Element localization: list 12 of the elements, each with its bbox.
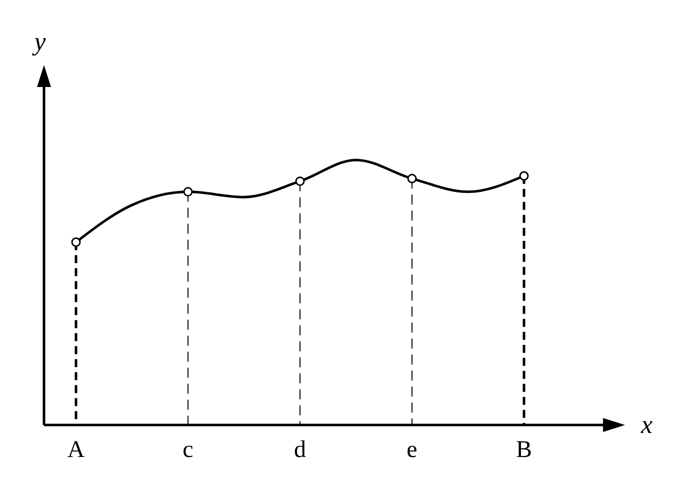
x-tick-label: B — [516, 437, 532, 463]
point — [519, 171, 529, 181]
x-tick-label: e — [406, 437, 418, 463]
point — [407, 174, 417, 184]
x-tick-label: c — [182, 437, 194, 463]
point — [71, 237, 81, 247]
point — [295, 176, 305, 186]
y-axis-title: y — [31, 27, 46, 56]
point — [183, 187, 193, 197]
x-axis-title: x — [640, 410, 653, 439]
x-tick-label: A — [67, 437, 86, 463]
x-tick-label: d — [294, 437, 306, 463]
